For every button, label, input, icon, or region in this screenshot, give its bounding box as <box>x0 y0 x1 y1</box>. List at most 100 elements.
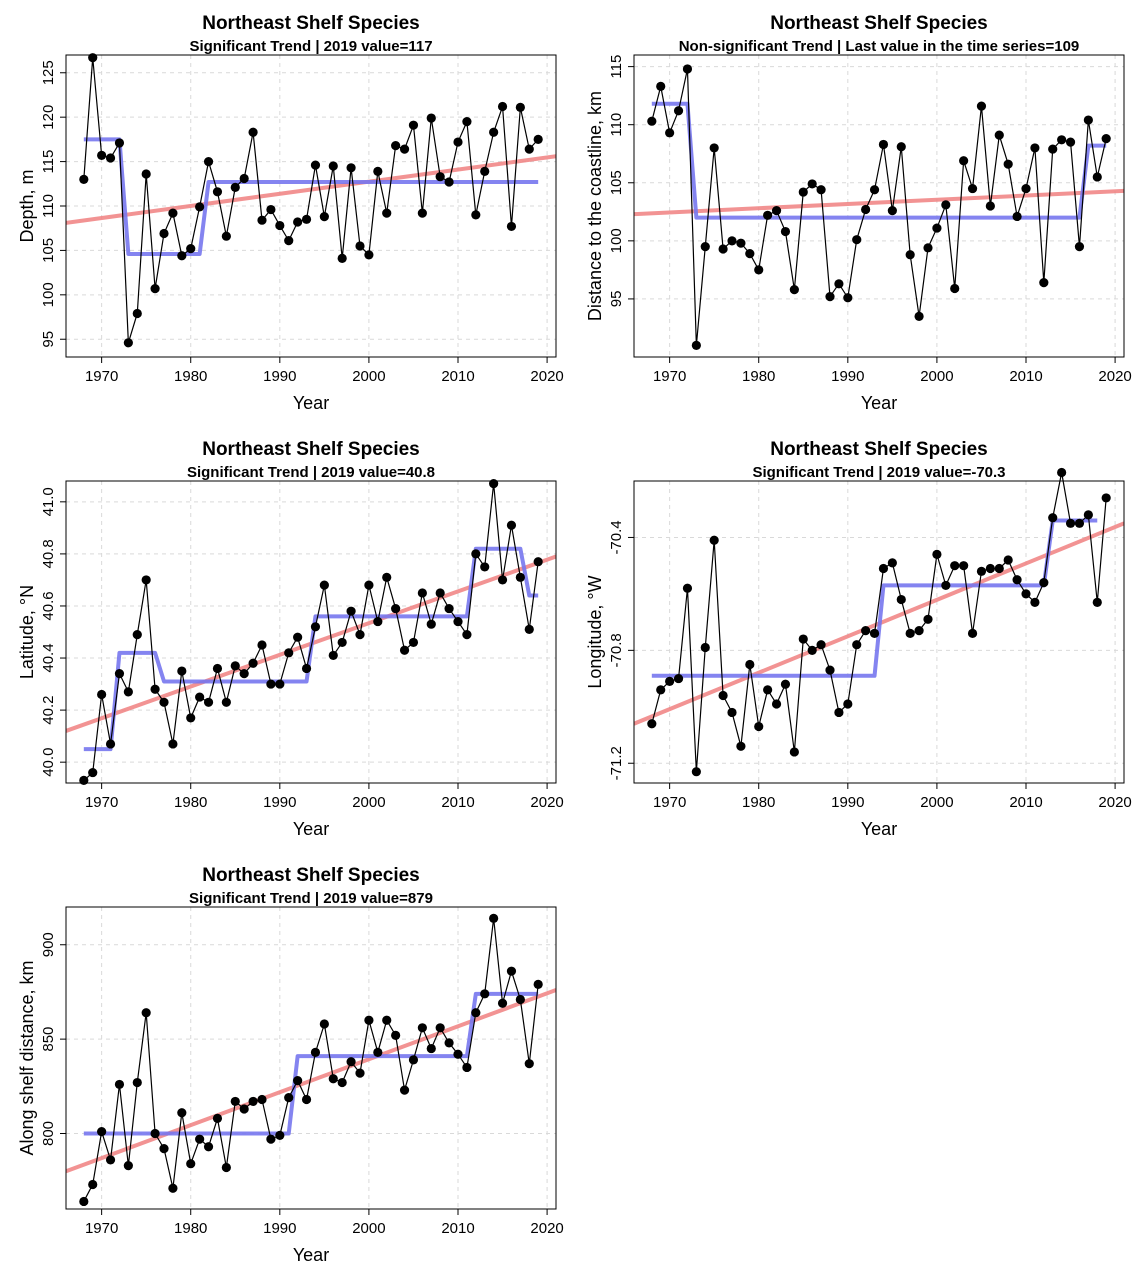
data-point <box>1101 493 1111 503</box>
y-tick-label: -70.4 <box>608 520 625 554</box>
data-point <box>878 139 889 150</box>
chart-panel-2: Northeast Shelf Species Non-significant T… <box>585 13 1132 413</box>
data-point <box>985 563 995 574</box>
data-point <box>673 673 684 684</box>
data-point <box>123 338 133 348</box>
data-point <box>79 775 89 785</box>
data-point <box>221 1162 231 1173</box>
data-point <box>834 279 844 289</box>
data-point <box>1057 135 1067 145</box>
data-point <box>88 767 98 778</box>
data-point <box>97 150 107 160</box>
data-point <box>230 1096 240 1107</box>
data-point <box>798 187 808 197</box>
data-point <box>887 558 897 568</box>
data-point <box>1101 134 1111 144</box>
y-tick-label: -70.8 <box>608 633 625 667</box>
data-point <box>959 561 969 571</box>
y-tick-label: 120 <box>40 105 57 130</box>
data-point <box>346 606 356 616</box>
data-point <box>114 138 125 148</box>
data-point <box>417 588 427 598</box>
data-point <box>489 127 499 137</box>
x-axis-label: Year <box>293 393 329 413</box>
data-point <box>319 580 329 590</box>
data-point <box>435 588 445 598</box>
x-tick-label: 2020 <box>530 1220 563 1237</box>
data-point <box>293 1076 303 1086</box>
data-point <box>195 202 205 212</box>
data-point <box>257 1094 267 1105</box>
data-point <box>905 250 915 260</box>
data-point <box>533 134 543 144</box>
data-point <box>533 979 543 989</box>
data-point <box>994 563 1004 574</box>
data-point <box>435 172 445 182</box>
data-point <box>1048 144 1058 154</box>
data-point <box>284 236 294 246</box>
data-point <box>816 640 826 650</box>
data-point <box>248 658 258 668</box>
data-point <box>852 235 862 245</box>
y-tick-label: 105 <box>40 238 57 263</box>
x-tick-label: 2010 <box>441 794 474 811</box>
data-point <box>150 284 160 294</box>
x-tick-label: 2000 <box>352 368 385 385</box>
data-point <box>301 214 312 224</box>
data-point <box>88 53 98 63</box>
data-point <box>105 153 116 163</box>
data-point <box>435 1023 445 1033</box>
chart-subtitle: Significant Trend | 2019 value=40.8 <box>187 464 435 481</box>
data-point <box>373 1047 383 1057</box>
data-point <box>807 179 817 189</box>
x-tick-label: 2020 <box>1098 368 1131 385</box>
data-point <box>364 250 374 260</box>
data-point <box>950 283 960 294</box>
data-point <box>691 767 701 777</box>
data-point <box>79 1196 89 1207</box>
data-point <box>417 1023 427 1033</box>
data-point <box>230 661 240 671</box>
data-point <box>709 535 719 545</box>
data-point <box>763 210 773 220</box>
data-point <box>976 566 987 576</box>
x-tick-label: 2010 <box>1009 794 1042 811</box>
y-tick-label: 100 <box>40 282 57 307</box>
data-point <box>203 1142 214 1152</box>
data-point <box>230 182 240 192</box>
data-point <box>489 479 499 489</box>
y-tick-label: -71.2 <box>608 746 625 780</box>
series-line <box>83 918 539 1202</box>
data-point <box>150 684 160 694</box>
data-point <box>816 185 826 195</box>
data-point <box>1003 159 1013 169</box>
y-tick-label: 40.2 <box>40 696 57 725</box>
data-point <box>417 208 427 218</box>
data-point <box>79 174 89 184</box>
data-point <box>843 699 853 709</box>
x-tick-label: 1990 <box>831 368 864 385</box>
x-tick-label: 1970 <box>85 1220 118 1237</box>
data-point <box>780 226 791 237</box>
data-point <box>426 1043 436 1054</box>
data-point <box>480 166 490 176</box>
x-tick-label: 1990 <box>263 368 296 385</box>
y-tick-label: 40.6 <box>40 591 57 620</box>
data-point <box>266 204 276 215</box>
data-point <box>186 244 196 254</box>
data-point <box>355 1068 365 1078</box>
data-point <box>364 580 374 590</box>
data-point <box>346 163 356 173</box>
data-point <box>364 1015 374 1025</box>
data-point <box>861 625 871 636</box>
data-point <box>141 169 151 179</box>
x-tick-label: 2000 <box>920 794 953 811</box>
data-point <box>1057 467 1067 478</box>
data-point <box>212 187 223 197</box>
data-point <box>337 637 347 648</box>
y-axis-label: Along shelf distance, km <box>17 960 37 1155</box>
y-axis-label: Distance to the coastline, km <box>585 91 605 321</box>
data-point <box>150 1128 160 1139</box>
data-point <box>771 699 782 709</box>
